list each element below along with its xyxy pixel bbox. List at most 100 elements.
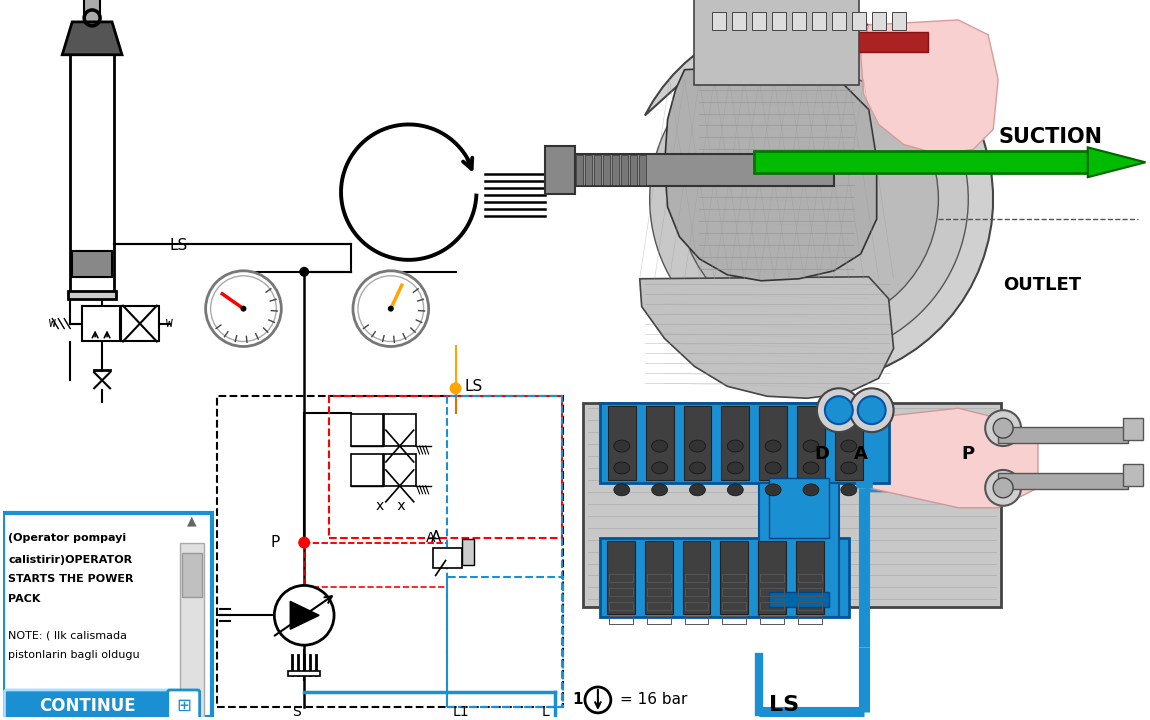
Ellipse shape bbox=[803, 440, 819, 452]
Bar bbox=[555, 154, 834, 186]
Text: D: D bbox=[814, 445, 829, 463]
Bar bbox=[84, 0, 100, 52]
Bar bbox=[796, 541, 823, 614]
Bar bbox=[722, 616, 746, 624]
Text: A: A bbox=[853, 445, 868, 463]
Circle shape bbox=[210, 276, 276, 341]
Ellipse shape bbox=[803, 462, 819, 474]
Ellipse shape bbox=[652, 484, 668, 496]
Circle shape bbox=[450, 382, 461, 395]
Ellipse shape bbox=[614, 440, 630, 452]
Circle shape bbox=[816, 388, 860, 432]
Bar bbox=[558, 156, 565, 185]
Bar bbox=[121, 306, 159, 341]
Bar bbox=[1122, 464, 1142, 486]
Bar bbox=[835, 406, 862, 480]
Bar bbox=[645, 541, 673, 614]
Bar bbox=[289, 671, 320, 676]
Circle shape bbox=[240, 306, 246, 312]
Bar bbox=[216, 396, 564, 707]
Ellipse shape bbox=[690, 462, 705, 474]
Bar bbox=[70, 45, 114, 294]
Bar bbox=[722, 575, 746, 582]
Bar bbox=[798, 588, 822, 596]
Bar bbox=[852, 12, 866, 30]
Bar bbox=[646, 616, 670, 624]
Bar bbox=[646, 588, 670, 596]
Text: LS: LS bbox=[170, 238, 189, 253]
Bar bbox=[72, 251, 112, 276]
Text: ▼: ▼ bbox=[186, 706, 197, 719]
FancyBboxPatch shape bbox=[5, 690, 170, 720]
Bar bbox=[797, 406, 825, 480]
Bar bbox=[722, 588, 746, 596]
Bar bbox=[638, 156, 645, 185]
Bar bbox=[329, 396, 562, 538]
Bar bbox=[891, 12, 905, 30]
Bar bbox=[583, 403, 1002, 608]
Bar bbox=[646, 603, 670, 611]
Bar bbox=[721, 406, 750, 480]
Text: CONTINUE: CONTINUE bbox=[39, 697, 136, 715]
Circle shape bbox=[298, 536, 311, 549]
Bar bbox=[684, 575, 708, 582]
Bar bbox=[792, 12, 806, 30]
Ellipse shape bbox=[652, 462, 668, 474]
Ellipse shape bbox=[765, 484, 781, 496]
Bar bbox=[998, 473, 1127, 489]
Text: P: P bbox=[270, 535, 279, 550]
Bar bbox=[683, 541, 711, 614]
Bar bbox=[68, 291, 116, 299]
Bar bbox=[384, 414, 415, 446]
Bar bbox=[179, 543, 204, 717]
Bar bbox=[351, 454, 383, 486]
Bar bbox=[600, 538, 849, 617]
Text: W: W bbox=[49, 318, 55, 328]
Bar bbox=[646, 575, 670, 582]
Bar bbox=[645, 406, 674, 480]
Text: SUCTION: SUCTION bbox=[998, 127, 1102, 148]
Bar bbox=[621, 156, 628, 185]
Text: NOTE: ( Ilk calismada: NOTE: ( Ilk calismada bbox=[8, 630, 128, 640]
Ellipse shape bbox=[614, 462, 630, 474]
Bar bbox=[684, 588, 708, 596]
FancyBboxPatch shape bbox=[168, 690, 200, 720]
Bar bbox=[712, 12, 727, 30]
Bar bbox=[630, 156, 637, 185]
Ellipse shape bbox=[614, 484, 630, 496]
Bar bbox=[608, 406, 636, 480]
Bar bbox=[760, 575, 784, 582]
Text: L: L bbox=[542, 705, 549, 719]
Circle shape bbox=[299, 267, 309, 276]
Bar bbox=[684, 616, 708, 624]
Bar bbox=[446, 396, 562, 707]
Circle shape bbox=[650, 40, 968, 359]
Bar bbox=[608, 616, 632, 624]
Text: ⊞: ⊞ bbox=[176, 697, 191, 715]
Circle shape bbox=[680, 70, 938, 328]
Bar bbox=[758, 541, 787, 614]
Bar bbox=[446, 577, 564, 707]
Bar bbox=[384, 454, 415, 486]
Circle shape bbox=[388, 306, 393, 312]
Bar bbox=[769, 593, 829, 608]
Bar bbox=[752, 12, 766, 30]
Circle shape bbox=[358, 276, 423, 341]
Text: x   x: x x bbox=[376, 499, 406, 513]
Bar bbox=[1122, 418, 1142, 440]
Ellipse shape bbox=[841, 462, 857, 474]
Bar bbox=[998, 427, 1127, 443]
Polygon shape bbox=[639, 276, 894, 398]
Bar bbox=[612, 156, 619, 185]
Bar bbox=[720, 541, 749, 614]
Bar bbox=[608, 575, 632, 582]
Text: ▲: ▲ bbox=[186, 514, 197, 527]
Bar bbox=[462, 539, 475, 564]
Bar bbox=[351, 414, 383, 446]
Polygon shape bbox=[1088, 148, 1145, 177]
Bar bbox=[722, 603, 746, 611]
Polygon shape bbox=[868, 408, 1038, 508]
Ellipse shape bbox=[690, 484, 705, 496]
Text: = 16 bar: = 16 bar bbox=[620, 693, 688, 708]
Ellipse shape bbox=[690, 440, 705, 452]
